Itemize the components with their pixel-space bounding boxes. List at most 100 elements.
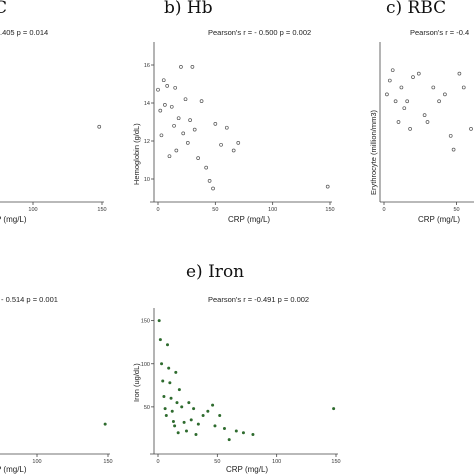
c-x-tick-label: 150 bbox=[97, 207, 106, 213]
hb-data-point bbox=[159, 133, 164, 138]
panel-c-title: C bbox=[0, 0, 7, 18]
panel-d: - 0.514 p = 0.001 P (mg/L) 100 150 bbox=[0, 295, 113, 474]
iron-data-point bbox=[192, 407, 196, 411]
panel-iron-plot: 0 50 100 150 50 100 150 bbox=[141, 308, 341, 465]
hb-data-point bbox=[179, 65, 183, 69]
panel-iron-title: e) Iron bbox=[186, 262, 244, 282]
rbc-data-point bbox=[416, 71, 421, 76]
panel-c-stat: .405 p = 0.014 bbox=[0, 28, 48, 37]
iron-data-point bbox=[196, 422, 200, 426]
iron-y-tick-label: 50 bbox=[144, 405, 150, 411]
iron-data-point bbox=[157, 319, 161, 323]
panel-rbc-title: c) RBC bbox=[386, 0, 446, 18]
iron-data-point bbox=[176, 431, 180, 435]
hb-x-tick-label: 150 bbox=[325, 207, 334, 213]
hb-data-point bbox=[325, 184, 330, 189]
panel-c: C .405 p = 0.014 P (mg/L) 100 150 bbox=[0, 0, 107, 224]
hb-data-point bbox=[219, 142, 223, 147]
rbc-data-point bbox=[457, 71, 462, 76]
iron-data-point bbox=[175, 401, 179, 405]
iron-data-point bbox=[170, 409, 174, 413]
hb-data-point bbox=[213, 122, 218, 126]
rbc-data-point bbox=[405, 99, 410, 104]
iron-x-tick-label: 50 bbox=[214, 459, 220, 465]
hb-x-tick-label: 50 bbox=[212, 207, 218, 213]
iron-data-point bbox=[167, 366, 171, 370]
rbc-data-point bbox=[399, 85, 404, 90]
d-x-tick-label: 150 bbox=[103, 459, 112, 465]
panel-rbc-plot: 0 50 bbox=[379, 42, 474, 213]
panel-iron-xlabel: CRP (mg/L) bbox=[226, 465, 268, 474]
panel-rbc-stat: Pearson's r = -0.4 bbox=[410, 28, 469, 37]
iron-data-point bbox=[222, 426, 226, 430]
iron-data-point bbox=[201, 414, 205, 417]
panel-iron-stat: Pearson's r = -0.491 p = 0.002 bbox=[208, 295, 309, 304]
iron-x-tick-label: 100 bbox=[272, 459, 281, 465]
hb-data-point bbox=[196, 156, 200, 160]
panel-hb-stat: Pearson's r = - 0.500 p = 0.002 bbox=[208, 28, 311, 37]
hb-data-point bbox=[231, 148, 236, 153]
panel-iron-ylabel: Iron (ug/dL) bbox=[132, 363, 141, 402]
iron-data-point bbox=[163, 407, 167, 411]
hb-data-point bbox=[174, 148, 179, 153]
iron-data-point bbox=[168, 381, 172, 385]
hb-data-point bbox=[172, 123, 176, 128]
hb-data-point bbox=[192, 127, 197, 132]
panel-hb-plot: 0 50 100 150 10 12 14 16 bbox=[144, 42, 335, 213]
rbc-data-point bbox=[396, 120, 401, 124]
hb-data-point bbox=[199, 99, 204, 103]
hb-data-point bbox=[161, 78, 166, 83]
rbc-data-point bbox=[422, 113, 427, 117]
hb-data-point bbox=[176, 116, 181, 121]
rbc-data-point bbox=[393, 99, 398, 104]
panel-c-plot: 100 150 bbox=[0, 124, 107, 213]
panel-hb-title: b) Hb bbox=[164, 0, 213, 18]
iron-data-point bbox=[165, 343, 169, 347]
d-data-point bbox=[103, 422, 107, 426]
rbc-data-point bbox=[437, 99, 441, 104]
iron-data-point bbox=[169, 396, 173, 400]
hb-data-point bbox=[158, 108, 163, 113]
rbc-data-point bbox=[443, 92, 447, 97]
iron-data-point bbox=[161, 379, 165, 383]
hb-data-point bbox=[204, 165, 209, 170]
hb-data-point bbox=[183, 97, 188, 102]
panel-iron: e) Iron Pearson's r = -0.491 p = 0.002 I… bbox=[132, 262, 341, 474]
hb-y-tick-label: 16 bbox=[144, 63, 150, 69]
panel-hb-xlabel: CRP (mg/L) bbox=[228, 215, 270, 224]
panel-hb: b) Hb Pearson's r = - 0.500 p = 0.002 He… bbox=[132, 0, 335, 224]
panel-c-xlabel: P (mg/L) bbox=[0, 215, 27, 224]
hb-data-point bbox=[163, 103, 167, 107]
rbc-data-point bbox=[451, 147, 456, 152]
rbc-data-point bbox=[448, 133, 453, 138]
iron-data-point bbox=[194, 432, 198, 436]
hb-data-point bbox=[169, 104, 174, 109]
iron-data-point bbox=[177, 388, 181, 392]
rbc-data-point bbox=[408, 127, 412, 131]
panel-hb-ylabel: Hemoglobin (g/dL) bbox=[132, 123, 141, 185]
hb-data-point bbox=[190, 65, 195, 69]
hb-x-tick-label: 100 bbox=[268, 207, 277, 213]
iron-x-tick-label: 0 bbox=[156, 459, 159, 465]
hb-y-tick-label: 14 bbox=[144, 101, 150, 107]
rbc-x-tick-label: 0 bbox=[382, 207, 385, 213]
c-x-tick-label: 100 bbox=[28, 207, 37, 213]
iron-data-point bbox=[180, 405, 184, 409]
iron-data-point bbox=[189, 418, 193, 422]
hb-y-tick-label: 10 bbox=[144, 177, 150, 183]
iron-y-tick-label: 100 bbox=[141, 362, 150, 368]
iron-data-point bbox=[218, 414, 222, 417]
rbc-data-point bbox=[385, 92, 389, 97]
rbc-data-point bbox=[387, 78, 392, 83]
iron-data-point bbox=[174, 370, 178, 374]
iron-y-tick-label: 150 bbox=[141, 319, 150, 325]
iron-data-point bbox=[158, 338, 162, 342]
iron-data-point bbox=[227, 438, 231, 442]
hb-data-point bbox=[207, 179, 212, 183]
iron-x-tick-label: 150 bbox=[331, 459, 340, 465]
iron-data-point bbox=[206, 409, 210, 413]
panel-rbc-ylabel: Erythrocyte (million/mm3) bbox=[369, 109, 378, 195]
iron-data-point bbox=[187, 401, 191, 405]
hb-data-point bbox=[224, 125, 229, 130]
rbc-x-tick-label: 50 bbox=[453, 207, 459, 213]
